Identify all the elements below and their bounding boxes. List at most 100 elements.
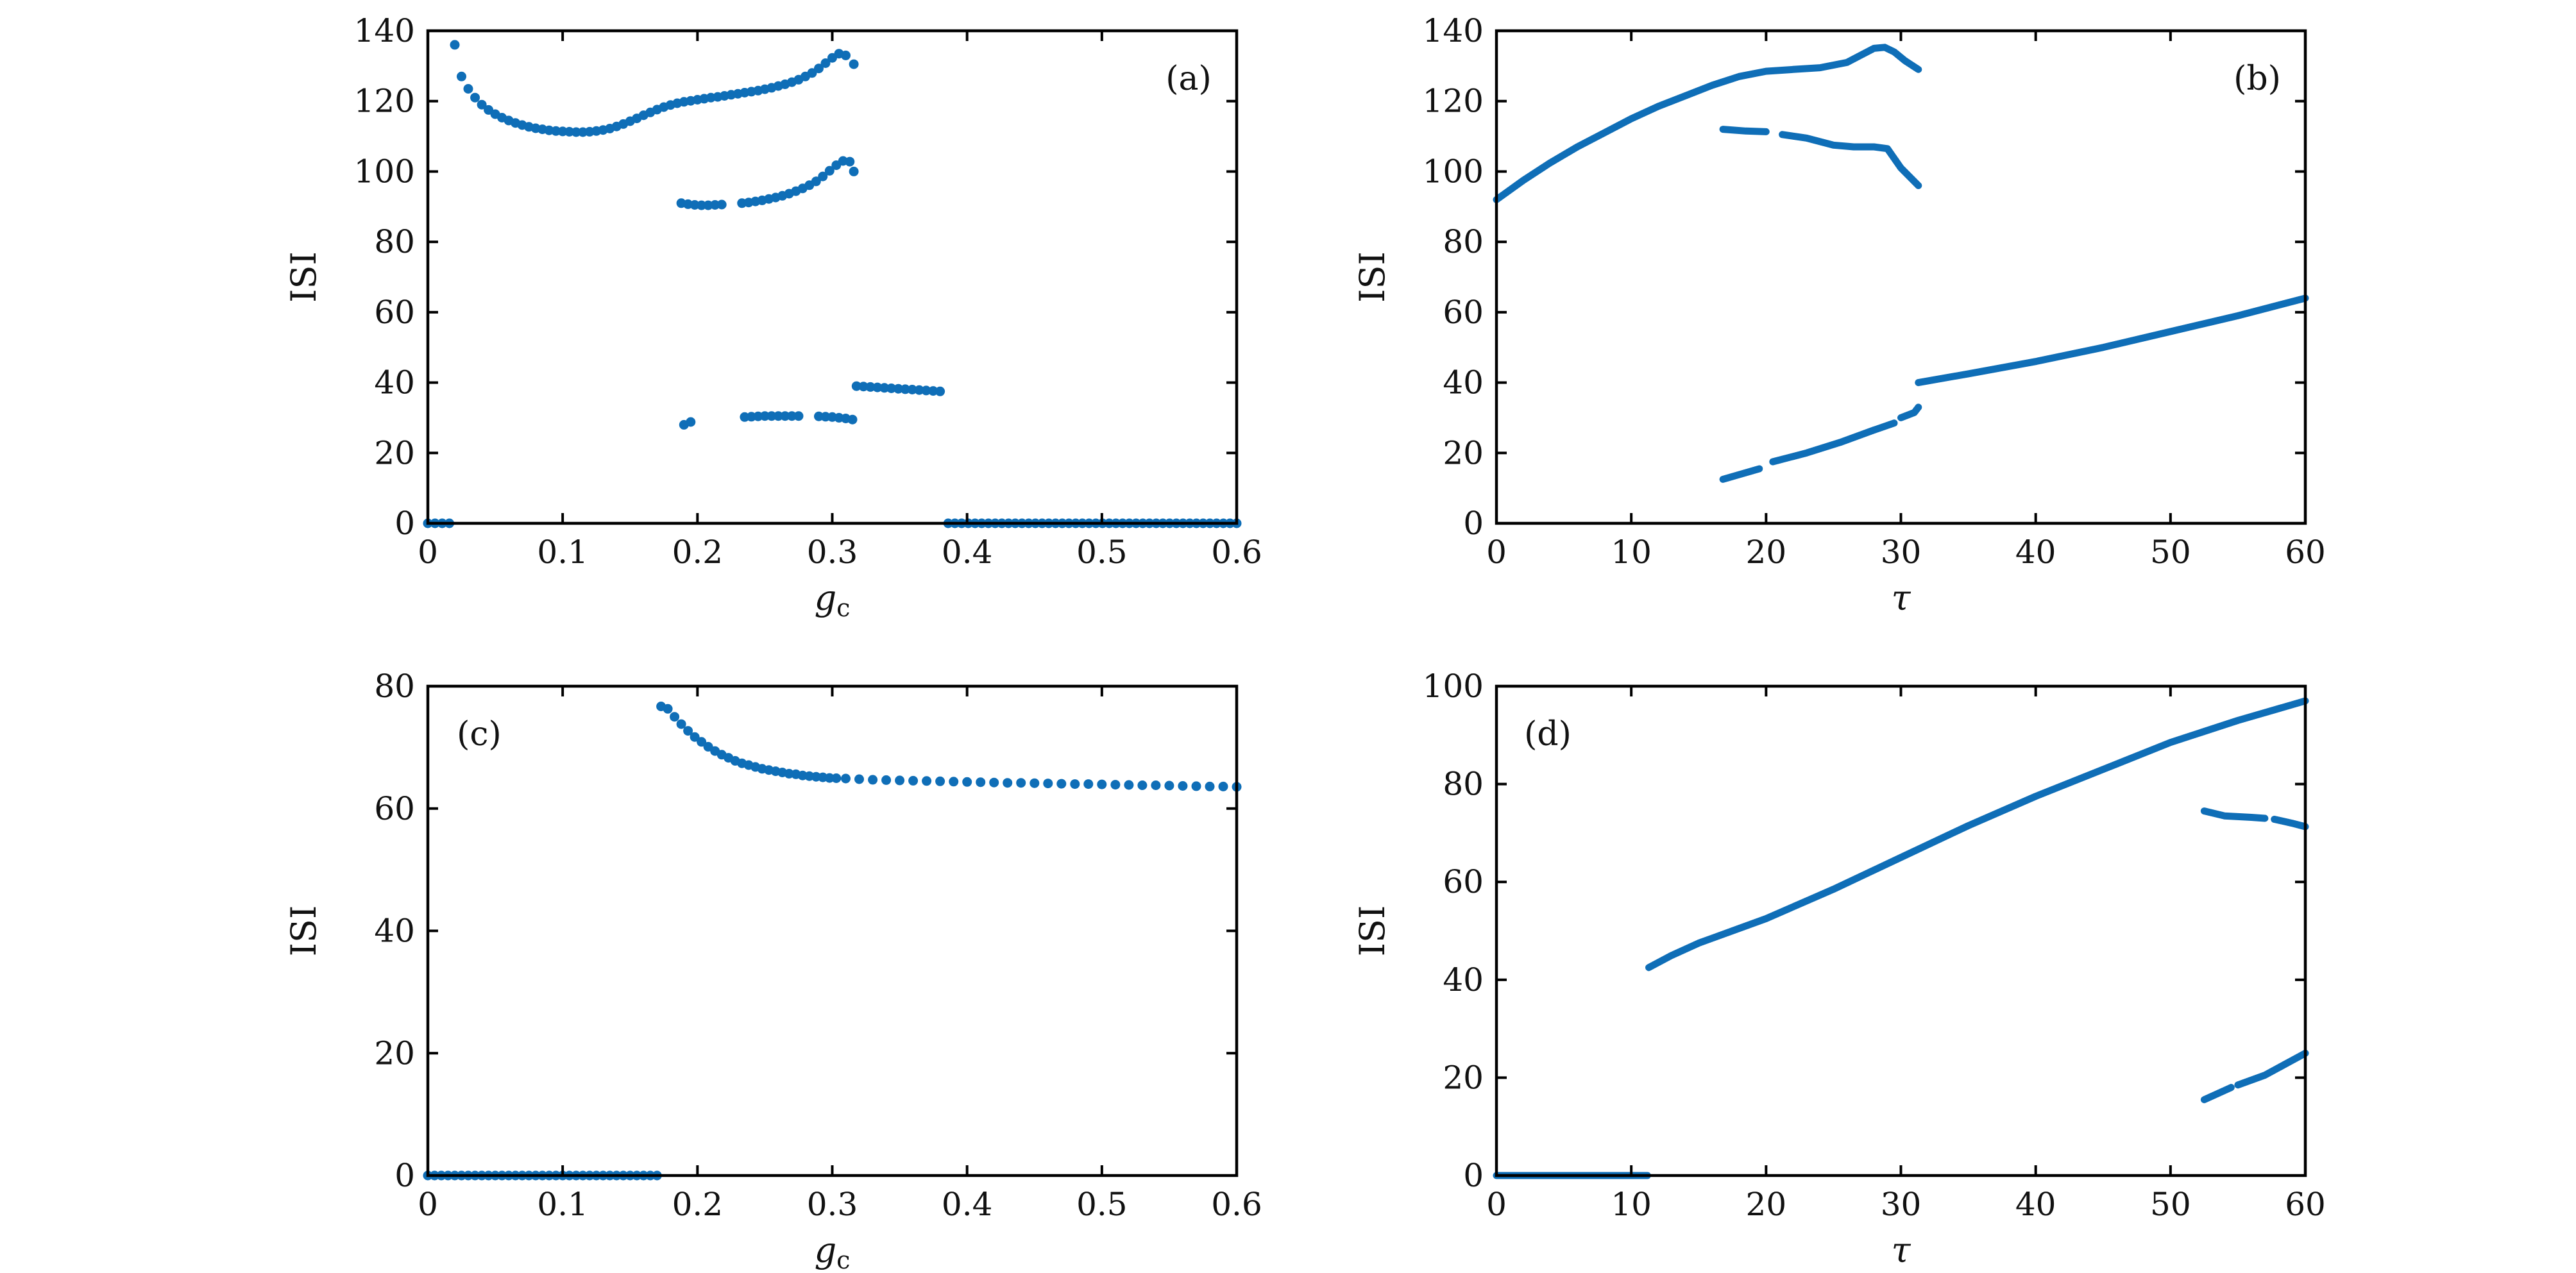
x-tick-label: 0.2 (672, 1186, 724, 1223)
data-point (1083, 779, 1094, 789)
x-tick-label: 0 (418, 534, 438, 571)
x-tick-label: 0.6 (1211, 534, 1262, 571)
series-line (1769, 419, 1898, 466)
data-point (868, 775, 878, 785)
y-tick-label: 0 (394, 1157, 415, 1194)
panel-label: (b) (2233, 60, 2281, 98)
y-tick-label: 60 (374, 294, 415, 331)
data-point (1178, 781, 1188, 791)
x-tick-label: 60 (2285, 1186, 2326, 1223)
y-axis-label: ISI (1352, 251, 1393, 303)
data-point (962, 777, 972, 787)
y-tick-label: 120 (354, 83, 415, 120)
data-point (921, 385, 931, 396)
series-line (2271, 816, 2309, 830)
y-axis-label: ISI (1352, 906, 1393, 957)
y-tick-label: 40 (1443, 961, 1484, 999)
x-tick-label: 30 (1881, 1186, 1922, 1223)
data-point (949, 777, 959, 787)
series-line (1493, 44, 1922, 203)
x-tick-label: 50 (2150, 1186, 2191, 1223)
data-point (1097, 779, 1107, 789)
plot-area-a (423, 40, 1242, 528)
x-tick-label: 40 (2015, 1186, 2056, 1223)
data-point (907, 385, 917, 394)
data-point (1151, 780, 1161, 790)
data-point (697, 200, 707, 210)
data-point (818, 171, 828, 181)
data-point (831, 773, 842, 783)
y-tick-label: 60 (374, 790, 415, 827)
y-tick-label: 140 (354, 12, 415, 49)
y-tick-label: 40 (1443, 364, 1484, 401)
x-tick-label: 0.2 (672, 534, 724, 571)
y-tick-label: 20 (374, 1034, 415, 1072)
x-tick-label: 50 (2150, 534, 2191, 571)
data-point (824, 773, 835, 783)
data-point (1164, 780, 1174, 791)
data-point (858, 382, 869, 392)
data-point (470, 92, 480, 103)
data-point (824, 165, 835, 176)
y-tick-label: 0 (1463, 505, 1484, 542)
x-tick-label: 0.3 (807, 1186, 858, 1223)
data-point (1043, 779, 1053, 789)
series-line (1719, 126, 1770, 135)
data-point (928, 386, 938, 396)
data-point (463, 84, 473, 94)
data-point (814, 63, 824, 74)
series-line (1779, 131, 1922, 189)
x-tick-label: 0.3 (807, 534, 858, 571)
data-point (759, 411, 770, 421)
y-tick-label: 60 (1443, 294, 1484, 331)
x-tick-label: 0.6 (1211, 1186, 1262, 1223)
data-point (894, 384, 903, 394)
panel-a: 0 0.1 0.2 0.3 0.4 0.5 0.6 0 20 40 60 80 100 120 140 gc I… (284, 12, 1262, 622)
panel-label: (c) (457, 715, 502, 754)
series-line (1645, 697, 2309, 972)
data-point (477, 99, 487, 110)
data-point (683, 726, 693, 736)
data-point (690, 732, 700, 742)
x-tick-label: 0.5 (1076, 1186, 1128, 1223)
data-point (841, 50, 851, 60)
x-tick-label: 20 (1746, 1186, 1787, 1223)
x-tick-label: 0.5 (1076, 534, 1128, 571)
x-tick-label: 0.4 (942, 1186, 993, 1223)
data-point (895, 775, 905, 786)
data-point (793, 411, 804, 421)
data-point (847, 414, 858, 425)
data-point (807, 68, 817, 78)
y-tick-label: 80 (374, 668, 415, 705)
y-tick-label: 20 (374, 434, 415, 471)
data-point (1030, 778, 1040, 788)
data-point (976, 777, 986, 788)
data-point (780, 411, 790, 421)
y-tick-label: 80 (1443, 766, 1484, 803)
data-point (1110, 780, 1121, 790)
y-axis-label: ISI (284, 251, 324, 303)
x-axis-label: τ (1892, 578, 1911, 618)
data-point (1191, 781, 1201, 791)
data-point (1003, 778, 1013, 788)
x-axis-label: τ (1892, 1230, 1911, 1270)
panel-c: 0 0.1 0.2 0.3 0.4 0.5 0.6 0 20 40 60 80 gc ISI (c) (284, 668, 1262, 1273)
data-point (872, 382, 883, 392)
data-point (989, 777, 999, 788)
x-tick-label: 0 (418, 1186, 438, 1223)
y-tick-label: 20 (1443, 434, 1484, 471)
x-tick-label: 10 (1611, 534, 1652, 571)
x-tick-label: 60 (2285, 534, 2326, 571)
data-point (716, 199, 727, 210)
data-point (935, 386, 945, 396)
plot-area-b (1493, 44, 2309, 483)
y-tick-label: 140 (1423, 12, 1484, 49)
y-tick-label: 100 (354, 153, 415, 190)
panel-label: (a) (1165, 60, 1212, 98)
data-point (670, 712, 680, 722)
data-point (450, 40, 460, 50)
series-line (1915, 294, 2309, 387)
data-point (908, 775, 919, 786)
data-point (854, 774, 864, 784)
